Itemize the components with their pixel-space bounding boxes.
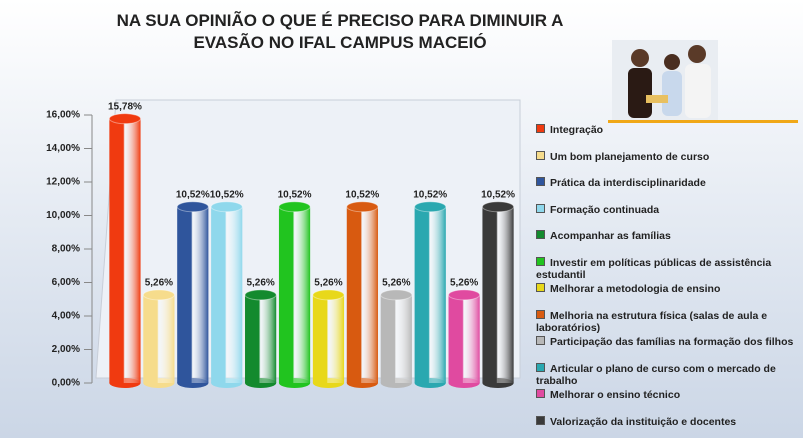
bar-top — [143, 290, 174, 300]
person — [688, 45, 706, 63]
legend-entry: Participação das famílias na formação do… — [536, 336, 798, 348]
legend-swatch — [536, 416, 545, 425]
value-label: 5,26% — [145, 278, 173, 289]
legend-swatch — [536, 257, 545, 266]
bar — [449, 295, 480, 383]
legend-swatch — [536, 389, 545, 398]
value-label: 10,52% — [481, 189, 515, 200]
person — [631, 49, 649, 67]
legend-swatch — [536, 204, 545, 213]
legend-entry: Investir em políticas públicas de assist… — [536, 257, 798, 281]
axis: 0,00% 2,00% 4,00% 6,00% 8,00% 10,00% 12,00% 14,… — [46, 110, 92, 389]
person — [662, 71, 682, 116]
bar-top — [245, 290, 276, 300]
legend-label: Melhorar o ensino técnico — [550, 389, 680, 401]
chart-title: NA SUA OPINIÃO O QUE É PRECISO PARA DIMI… — [80, 10, 600, 54]
legend-label: Melhoria na estrutura física (salas de a… — [536, 310, 767, 334]
value-label: 10,52% — [345, 189, 379, 200]
value-label: 5,26% — [246, 278, 274, 289]
legend-swatch — [536, 151, 545, 160]
bar-top — [313, 290, 344, 300]
person — [664, 54, 680, 70]
legend-entry: Valorização da instituição e docentes — [536, 416, 798, 428]
legend-entry: Acompanhar as famílias — [536, 230, 798, 242]
bar — [279, 207, 310, 383]
bar-top — [177, 202, 208, 212]
legend-swatch — [536, 230, 545, 239]
y-tick-label: 2,00% — [52, 344, 80, 355]
bar — [482, 207, 513, 383]
bar — [313, 295, 344, 383]
bar-top — [449, 290, 480, 300]
legend-label: Participação das famílias na formação do… — [550, 336, 793, 348]
book — [646, 95, 668, 103]
person — [628, 68, 652, 118]
legend-label: Integração — [550, 124, 603, 136]
bar-top — [347, 202, 378, 212]
bar — [381, 295, 412, 383]
legend-swatch — [536, 177, 545, 186]
legend-label: Investir em políticas públicas de assist… — [536, 257, 771, 281]
value-label: 10,52% — [278, 189, 312, 200]
legend-label: Melhorar a metodologia de ensino — [550, 283, 720, 295]
legend-label: Valorização da instituição e docentes — [550, 416, 736, 428]
bar — [177, 207, 208, 383]
bar — [245, 295, 276, 383]
value-label: 10,52% — [413, 189, 447, 200]
y-tick-label: 4,00% — [52, 311, 80, 322]
legend-swatch — [536, 124, 545, 133]
legend-label: Acompanhar as famílias — [550, 230, 671, 242]
photo-line — [608, 120, 798, 123]
bar-top — [211, 202, 242, 212]
bar-top — [415, 202, 446, 212]
value-label: 5,26% — [450, 278, 478, 289]
value-label: 10,52% — [210, 189, 244, 200]
chart: NA SUA OPINIÃO O QUE É PRECISO PARA DIMI… — [0, 0, 803, 438]
legend-entry: Melhorar o ensino técnico — [536, 389, 798, 401]
value-label: 5,26% — [382, 278, 410, 289]
value-label: 5,26% — [314, 278, 342, 289]
title-box: NA SUA OPINIÃO O QUE É PRECISO PARA DIMI… — [80, 10, 600, 70]
legend-label: Formação continuada — [550, 204, 659, 216]
bar — [347, 207, 378, 383]
value-label: 10,52% — [176, 189, 210, 200]
value-label: 15,78% — [108, 101, 142, 112]
bar-top — [279, 202, 310, 212]
legend-entry: Prática da interdisciplinaridade — [536, 177, 798, 189]
bar-top — [482, 202, 513, 212]
legend-swatch — [536, 336, 545, 345]
y-tick-label: 6,00% — [52, 277, 80, 288]
y-tick-label: 14,00% — [46, 143, 80, 154]
bar — [143, 295, 174, 383]
y-tick-label: 16,00% — [46, 110, 80, 121]
legend-entry: Integração — [536, 124, 798, 136]
bar-top — [381, 290, 412, 300]
legend-swatch — [536, 310, 545, 319]
y-tick-label: 10,00% — [46, 210, 80, 221]
legend-label: Articular o plano de curso com o mercado… — [536, 363, 776, 387]
legend-swatch — [536, 363, 545, 372]
legend-entry: Formação continuada — [536, 204, 798, 216]
bar — [211, 207, 242, 383]
y-tick-label: 0,00% — [52, 378, 80, 389]
bar — [415, 207, 446, 383]
legend-label: Um bom planejamento de curso — [550, 151, 709, 163]
legend-entry: Articular o plano de curso com o mercado… — [536, 363, 798, 387]
legend-swatch — [536, 283, 545, 292]
legend-label: Prática da interdisciplinaridade — [550, 177, 706, 189]
bar-top — [109, 114, 140, 124]
legend-entry: Melhorar a metodologia de ensino — [536, 283, 798, 295]
y-tick-label: 8,00% — [52, 244, 80, 255]
legend-entry: Um bom planejamento de curso — [536, 151, 798, 163]
y-tick-label: 12,00% — [46, 177, 80, 188]
bar — [109, 119, 140, 383]
legend-entry: Melhoria na estrutura física (salas de a… — [536, 310, 798, 334]
person — [685, 64, 711, 118]
photo — [608, 40, 798, 123]
